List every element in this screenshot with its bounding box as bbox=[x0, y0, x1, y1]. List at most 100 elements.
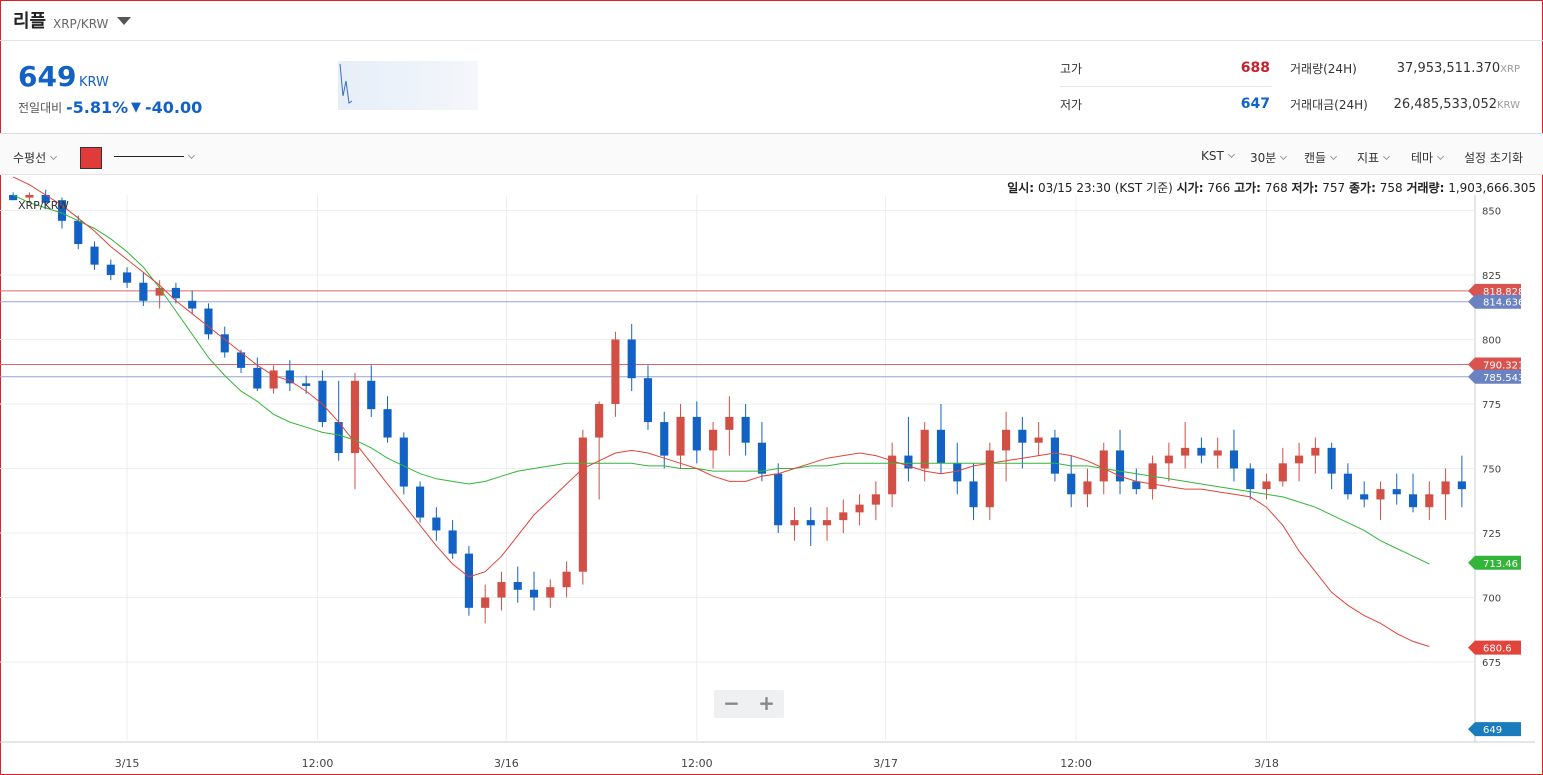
candle-body bbox=[822, 520, 832, 526]
candle-body bbox=[529, 589, 539, 598]
theme-menu[interactable]: 테마 bbox=[1411, 149, 1445, 166]
low-value: 647 bbox=[1240, 96, 1270, 112]
chart-toolbar bbox=[0, 133, 1543, 175]
candle-body bbox=[497, 582, 506, 598]
change-label: 전일대비 bbox=[18, 101, 63, 115]
candle-body bbox=[660, 422, 669, 456]
candle-body bbox=[692, 416, 701, 451]
candle-body bbox=[106, 264, 115, 275]
candle-body bbox=[1099, 450, 1108, 482]
candle-body bbox=[1441, 481, 1450, 495]
candle-body bbox=[204, 308, 213, 335]
coin-name[interactable]: 리플 bbox=[13, 11, 47, 32]
candle-body bbox=[318, 380, 327, 423]
coin-pair[interactable]: XRP/KRW bbox=[53, 17, 109, 31]
candle-body bbox=[171, 287, 180, 299]
volume-label: 거래량(24H) bbox=[1290, 62, 1357, 76]
candle-body bbox=[1360, 494, 1369, 500]
candle-body bbox=[1164, 455, 1173, 464]
candle-body bbox=[741, 416, 750, 443]
candle-body bbox=[1002, 429, 1011, 451]
y-tick-label: 725 bbox=[1482, 529, 1501, 540]
price-tag-label: 713.46 bbox=[1483, 559, 1518, 570]
candle-body bbox=[302, 383, 311, 386]
candle-body bbox=[595, 403, 604, 438]
price-tag-label: 785.543 bbox=[1483, 373, 1524, 384]
candle-body bbox=[236, 352, 246, 368]
candle-body bbox=[920, 429, 929, 469]
timezone-menu[interactable]: KST bbox=[1201, 149, 1235, 163]
candle-info-line: 일시: 03/15 23:30 (KST 기준) 시가: 766 고가: 768… bbox=[1007, 181, 1536, 195]
price-tag bbox=[1468, 294, 1521, 309]
zoom-out-button[interactable]: − bbox=[723, 691, 740, 715]
price-tag bbox=[1468, 555, 1521, 570]
x-tick-label: 12:00 bbox=[1060, 757, 1092, 770]
candle-body bbox=[985, 450, 994, 508]
candle-body bbox=[839, 512, 848, 521]
x-tick-label: 12:00 bbox=[681, 757, 713, 770]
volume-value: 37,953,511.370XRP bbox=[1396, 61, 1520, 76]
y-tick-label: 750 bbox=[1482, 465, 1501, 476]
candle-body bbox=[1115, 450, 1125, 482]
current-price: 649 bbox=[18, 60, 77, 93]
dropdown-caret-icon[interactable] bbox=[117, 17, 131, 25]
y-tick-label: 850 bbox=[1482, 206, 1501, 217]
interval-menu[interactable]: 30분 bbox=[1250, 149, 1288, 166]
candle-body bbox=[57, 200, 67, 221]
price-tag-label: 649 bbox=[1483, 725, 1502, 736]
candle-body bbox=[1229, 450, 1239, 469]
price-tag bbox=[1468, 369, 1521, 384]
y-tick-label: 825 bbox=[1482, 271, 1501, 282]
line-color-swatch[interactable] bbox=[80, 147, 102, 169]
amount-unit: KRW bbox=[1497, 100, 1520, 111]
candle-body bbox=[871, 494, 880, 505]
candle-body bbox=[790, 520, 799, 526]
candle-body bbox=[367, 380, 376, 410]
indicator-menu[interactable]: 지표 bbox=[1357, 149, 1391, 166]
horizontal-line-menu[interactable]: 수평선 bbox=[13, 149, 58, 166]
candle-body bbox=[1408, 494, 1418, 508]
reset-settings-button[interactable]: 설정 초기화 bbox=[1464, 151, 1524, 165]
mini-sparkline bbox=[338, 61, 478, 110]
candle-body bbox=[904, 455, 913, 469]
x-tick-label: 3/18 bbox=[1254, 757, 1279, 770]
price-tag-label: 818.828 bbox=[1483, 287, 1524, 298]
price-tag bbox=[1468, 640, 1521, 655]
candle-body bbox=[611, 339, 620, 404]
zoom-in-button[interactable]: + bbox=[758, 691, 775, 715]
y-tick-label: 800 bbox=[1482, 335, 1501, 346]
candle-body bbox=[725, 416, 734, 430]
price-currency: KRW bbox=[79, 75, 109, 90]
candle-body bbox=[774, 473, 783, 526]
candle-body bbox=[562, 571, 571, 588]
x-tick-label: 3/16 bbox=[494, 757, 519, 770]
candle-body bbox=[806, 520, 815, 526]
candle-body bbox=[643, 378, 653, 423]
chart-type-menu[interactable]: 캔들 bbox=[1304, 149, 1338, 166]
candle-body bbox=[1392, 489, 1401, 495]
candle-body bbox=[1278, 463, 1287, 482]
candle-body bbox=[1067, 473, 1076, 495]
price-tag-label: 790.321 bbox=[1483, 360, 1524, 371]
candle-body bbox=[757, 442, 766, 474]
candle-body bbox=[953, 463, 962, 482]
candle-body bbox=[416, 486, 425, 518]
candle-body bbox=[383, 409, 392, 438]
candle-body bbox=[41, 195, 50, 203]
y-tick-label: 775 bbox=[1482, 400, 1501, 411]
volume-unit: XRP bbox=[1500, 64, 1520, 75]
stats-divider bbox=[1060, 86, 1272, 87]
candle-body bbox=[269, 370, 278, 389]
change-value: -40.00 bbox=[145, 98, 203, 117]
y-tick-label: 675 bbox=[1482, 658, 1501, 669]
candle-body bbox=[1083, 481, 1092, 495]
candle-body bbox=[1311, 447, 1320, 456]
candle-body bbox=[1262, 481, 1271, 490]
candle-body bbox=[481, 597, 490, 608]
ma-long-line bbox=[12, 194, 1430, 565]
candle-body bbox=[1050, 437, 1059, 474]
price-tag bbox=[1468, 357, 1521, 372]
candle-body bbox=[936, 429, 946, 464]
candle-body bbox=[464, 553, 473, 608]
